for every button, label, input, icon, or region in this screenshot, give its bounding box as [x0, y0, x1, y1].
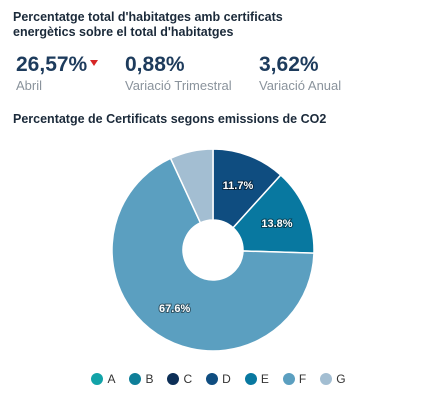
legend-label-a: A	[107, 372, 116, 386]
trend-down-icon	[90, 60, 99, 66]
legend-item-b[interactable]: B	[129, 372, 153, 386]
legend-swatch-g	[320, 373, 333, 385]
legend-swatch-b	[129, 373, 142, 385]
legend-label-f: F	[298, 372, 307, 386]
legend-label-d: D	[222, 372, 231, 386]
legend-item-c[interactable]: C	[167, 372, 192, 386]
kpi-total-value: 26,57%	[16, 53, 99, 77]
slice-f[interactable]	[111, 157, 315, 352]
legend-item-d[interactable]: D	[206, 372, 231, 386]
legend-label-e: E	[260, 372, 269, 386]
legend-label-c: C	[183, 372, 193, 386]
slice-g[interactable]	[169, 148, 214, 224]
kpi-annual-value: 3,62%	[259, 53, 319, 76]
kpi-quarterly: 0,88% Variació Trimestral	[125, 53, 232, 93]
legend-swatch-d	[206, 373, 219, 385]
kpi-quarterly-value: 0,88%	[125, 53, 185, 76]
legend-label-b: B	[145, 372, 154, 386]
kpi-annual-label: Variació Anual	[259, 78, 342, 93]
legend-swatch-f	[282, 373, 295, 385]
slice-e[interactable]	[232, 174, 315, 254]
legend-label-g: G	[336, 372, 346, 386]
kpi-total: 26,57% Abril	[16, 53, 99, 93]
legend-item-e[interactable]: E	[244, 372, 269, 386]
legend-swatch-c	[167, 373, 180, 385]
chart-legend: A B C D E F G	[0, 371, 437, 387]
data-label-e: 13.8%	[261, 218, 292, 230]
legend-item-a[interactable]: A	[91, 372, 115, 386]
kpi-total-label: Abril	[16, 78, 43, 93]
kpi-quarterly-label: Variació Trimestral	[125, 78, 232, 93]
data-label-f: 67.6%	[159, 303, 190, 315]
kpi-annual: 3,62% Variació Anual	[259, 53, 341, 93]
data-label-d: 11.7%	[223, 180, 254, 192]
legend-item-g[interactable]: G	[320, 372, 346, 386]
donut-chart: 11.7% 13.8% 67.6%	[111, 148, 315, 352]
page-title: Percentatge total d'habitatges amb certi…	[13, 10, 283, 39]
chart-title: Percentatge de Certificats segons emissi…	[13, 112, 327, 126]
legend-item-f[interactable]: F	[282, 372, 307, 386]
legend-swatch-e	[244, 373, 257, 385]
legend-swatch-a	[91, 373, 104, 385]
